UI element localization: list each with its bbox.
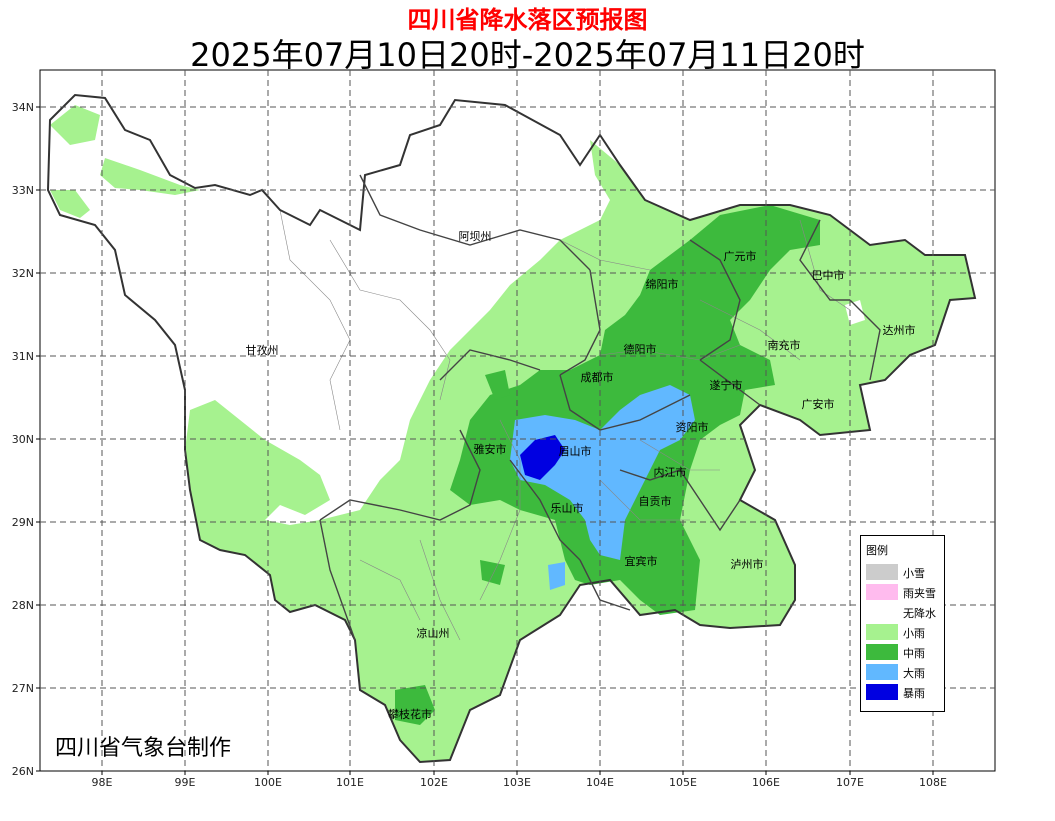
legend-item: 雨夹雪 [866, 584, 941, 600]
lon-label: 103E [503, 776, 531, 789]
city-label: 广安市 [802, 397, 835, 411]
city-label: 自贡市 [639, 494, 672, 508]
legend-item: 暴雨 [866, 684, 941, 700]
legend-swatch [866, 584, 898, 600]
lat-label: 31N [12, 350, 34, 363]
legend: 图例 小雪雨夹雪无降水小雨中雨大雨暴雨 [860, 535, 945, 712]
lon-label: 101E [336, 776, 364, 789]
legend-item: 无降水 [866, 604, 941, 620]
city-label: 甘孜州 [246, 343, 279, 357]
lat-label: 33N [12, 184, 34, 197]
city-label: 南充市 [768, 338, 801, 352]
lat-label: 30N [12, 433, 34, 446]
city-label: 乐山市 [551, 501, 584, 515]
lon-label: 108E [919, 776, 947, 789]
legend-swatch [866, 664, 898, 680]
legend-swatch [866, 624, 898, 640]
credit-text: 四川省气象台制作 [55, 736, 232, 761]
legend-swatch [866, 644, 898, 660]
lon-label: 104E [586, 776, 614, 789]
lon-label: 105E [669, 776, 697, 789]
province-border [46, 93, 977, 764]
city-label: 达州市 [883, 323, 916, 337]
lat-label: 27N [12, 682, 34, 695]
lon-label: 107E [836, 776, 864, 789]
city-label: 攀枝花市 [388, 707, 432, 721]
lat-label: 28N [12, 599, 34, 612]
legend-label: 小雨 [903, 627, 925, 640]
lon-label: 106E [752, 776, 780, 789]
city-label: 眉山市 [559, 444, 592, 458]
city-label: 泸州市 [731, 557, 764, 571]
legend-swatch [866, 564, 898, 580]
lat-label: 32N [12, 267, 34, 280]
city-label: 阿坝州 [459, 229, 492, 243]
city-label: 凉山州 [417, 626, 450, 640]
map-title: 四川省降水落区预报图 [407, 6, 648, 34]
city-label: 宜宾市 [625, 554, 658, 568]
city-label: 内江市 [654, 465, 687, 479]
city-label: 绵阳市 [646, 277, 679, 291]
city-label: 成都市 [581, 370, 614, 384]
legend-item: 大雨 [866, 664, 941, 680]
lon-label: 100E [254, 776, 282, 789]
city-label: 德阳市 [624, 342, 657, 356]
legend-swatch [866, 684, 898, 700]
city-label: 广元市 [724, 249, 757, 263]
legend-label: 小雪 [903, 567, 925, 580]
legend-label: 无降水 [903, 607, 936, 620]
axis-labels: 34N 33N 32N 31N 30N 29N 28N 27N 26N 98E 99E 100E 101… [12, 101, 947, 789]
legend-item: 小雪 [866, 564, 941, 580]
lat-label: 29N [12, 516, 34, 529]
legend-label: 暴雨 [903, 687, 925, 700]
legend-label: 中雨 [903, 647, 925, 660]
forecast-period: 2025年07月10日20时-2025年07月11日20时 [190, 36, 865, 74]
lat-label: 34N [12, 101, 34, 114]
legend-item: 小雨 [866, 624, 941, 640]
legend-item: 中雨 [866, 644, 941, 660]
legend-label: 雨夹雪 [903, 587, 936, 600]
lon-label: 99E [175, 776, 196, 789]
city-label: 雅安市 [474, 442, 507, 456]
legend-title: 图例 [866, 544, 888, 557]
legend-label: 大雨 [903, 667, 925, 680]
lat-label: 26N [12, 765, 34, 778]
rain-areas [48, 95, 975, 762]
city-label: 遂宁市 [710, 378, 743, 392]
legend-swatch [866, 604, 898, 620]
city-label: 资阳市 [676, 420, 709, 434]
lon-label: 102E [420, 776, 448, 789]
lon-label: 98E [92, 776, 113, 789]
city-label: 巴中市 [812, 268, 845, 282]
